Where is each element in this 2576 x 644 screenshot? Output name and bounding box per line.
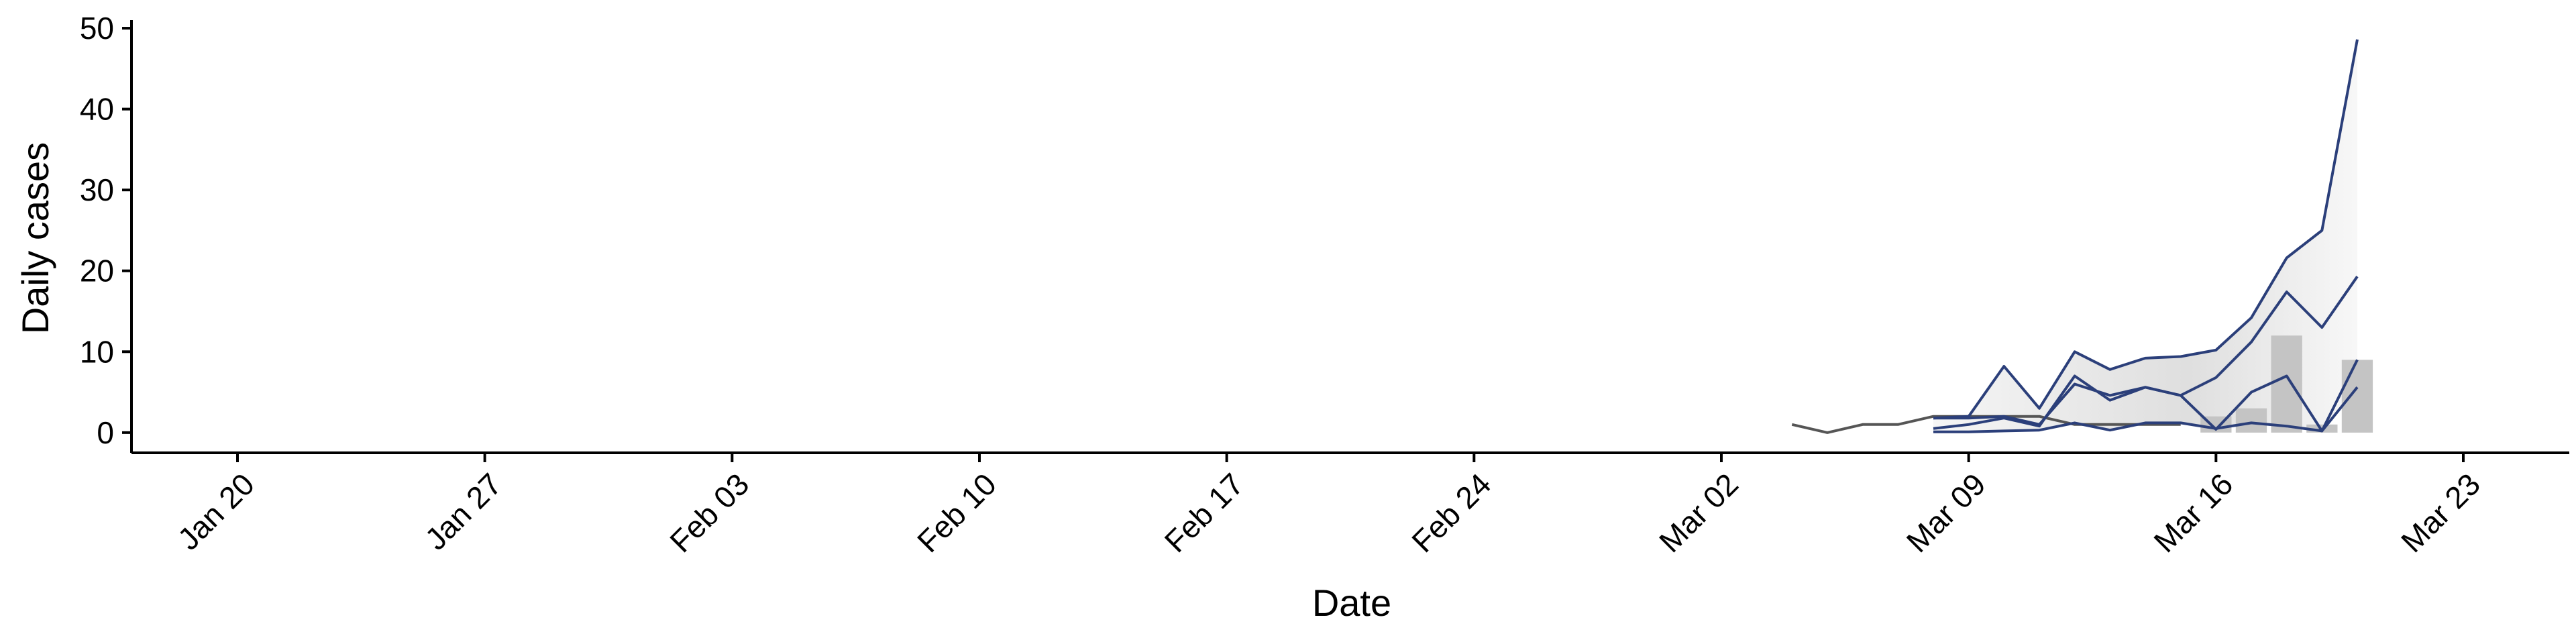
forecast-series-line xyxy=(1933,386,2359,433)
x-tick-label: Jan 20 xyxy=(171,466,261,556)
bar xyxy=(2271,335,2302,433)
uncertainty-band xyxy=(1933,39,2357,432)
x-tick-label: Feb 03 xyxy=(663,466,755,559)
x-tick-label: Feb 24 xyxy=(1405,466,1497,559)
y-tick-label: 10 xyxy=(80,334,114,369)
forecast-band-area xyxy=(1933,39,2357,432)
bar xyxy=(2341,360,2373,433)
x-tick-label: Jan 27 xyxy=(418,466,508,556)
forecast-series-line xyxy=(1933,359,2359,433)
x-tick-label: Mar 02 xyxy=(1652,466,1745,559)
y-tick-label: 30 xyxy=(80,172,114,207)
y-tick-label: 20 xyxy=(80,254,114,288)
x-tick-label: Mar 23 xyxy=(2394,466,2487,559)
y-tick-label: 50 xyxy=(80,11,114,46)
y-tick-label: 0 xyxy=(97,415,114,450)
series-lines xyxy=(1791,39,2359,434)
y-tick-label: 40 xyxy=(80,92,114,127)
forecast-series-line xyxy=(1933,39,2359,420)
y-axis-title: Daily cases xyxy=(14,142,56,334)
bar xyxy=(2235,408,2267,433)
x-tick-label: Mar 16 xyxy=(2147,466,2239,559)
daily-cases-bars xyxy=(2200,335,2373,433)
x-tick-label: Feb 17 xyxy=(1158,466,1250,559)
x-tick-label: Feb 10 xyxy=(910,466,1003,559)
axes: 0 10 20 30 40 50 Jan 20 Jan 27 Feb 03 Feb 10 Feb 1… xyxy=(80,11,2569,559)
x-tick-label: Mar 09 xyxy=(1900,466,1992,559)
x-axis-title: Date xyxy=(1312,582,1391,624)
